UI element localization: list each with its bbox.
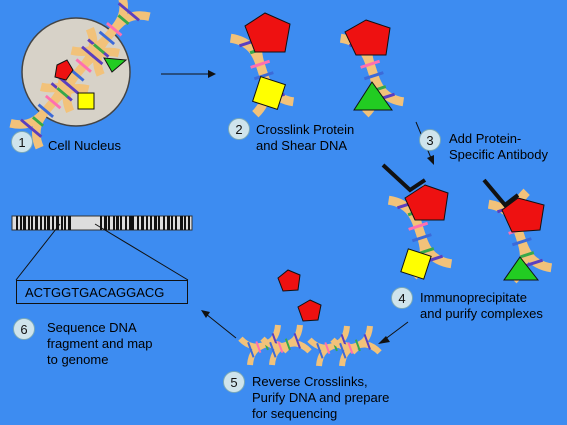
chromosome-band <box>141 216 144 230</box>
arrow-reverse-to-sequence <box>201 310 237 339</box>
chromosome-band <box>137 216 139 230</box>
chromosome-band <box>28 216 30 230</box>
chromosome-band <box>171 216 173 230</box>
step-5-number: 5 <box>223 371 245 393</box>
step-6-number: 6 <box>13 318 35 340</box>
chromosome-band <box>47 216 50 230</box>
chromosome-band <box>68 216 71 230</box>
immunoprecipitated-complex-yellow <box>381 163 451 279</box>
chromosome-band <box>184 216 186 230</box>
step-1-number: 1 <box>11 131 33 153</box>
chromosome-band <box>116 216 119 230</box>
chromosome-band <box>16 216 18 230</box>
chromosome-band <box>35 216 38 230</box>
chromosome-band <box>167 216 170 230</box>
step-3-number: 3 <box>419 129 441 151</box>
crosslinked-complex-green <box>341 19 404 114</box>
chromosome-band <box>61 216 63 230</box>
step-5-label: Reverse Crosslinks, Purify DNA and prepa… <box>252 374 390 421</box>
chromosome-band <box>31 216 33 230</box>
chromosome-band <box>23 216 26 230</box>
step-3-label: Add Protein- Specific Antibody <box>449 131 549 162</box>
purified-dna-fragments <box>240 325 379 366</box>
chromosome-barcode <box>11 215 193 231</box>
chromosome-band <box>52 216 54 230</box>
step-4-label: Immunoprecipitate and purify complexes <box>420 290 543 321</box>
step-6-label: Sequence DNA fragment and map to genome <box>47 320 153 367</box>
chromosome-band <box>40 216 42 230</box>
chromosome-band <box>64 216 66 230</box>
chromosome-band <box>132 216 134 230</box>
sequence-box: ACTGGTGACAGGACG <box>16 280 188 304</box>
chromosome-band <box>146 216 148 230</box>
chromosome-band <box>125 216 127 230</box>
chromosome-band <box>20 216 22 230</box>
chromosome-band <box>188 216 190 230</box>
chromosome-band <box>150 216 152 230</box>
released-proteins <box>277 269 322 322</box>
chromosome-band <box>56 216 59 230</box>
chromosome-band <box>104 216 107 230</box>
mapping-lines <box>15 223 189 281</box>
crosslinked-complex-yellow <box>231 12 294 114</box>
chromosome-band <box>120 216 122 230</box>
cell-nucleus <box>10 0 149 148</box>
chromosome-band <box>44 216 46 230</box>
chromosome-band <box>154 216 157 230</box>
chromosome-band <box>113 216 115 230</box>
step-4-number: 4 <box>391 287 413 309</box>
chromosome-band <box>129 216 132 230</box>
chromosome-band <box>180 216 183 230</box>
step-2-number: 2 <box>228 118 250 140</box>
chromosome-band <box>175 216 177 230</box>
arrow-nucleus-to-crosslink <box>161 70 216 78</box>
immunoprecipitated-complex-green <box>482 178 551 280</box>
chromosome-band <box>100 216 102 230</box>
step-1-label: Cell Nucleus <box>48 138 121 153</box>
step-2-label: Crosslink Protein and Shear DNA <box>256 122 355 153</box>
chromosome-band <box>108 216 110 230</box>
arrow-ip-to-reverse <box>378 321 409 344</box>
chromosome-band <box>158 216 160 230</box>
chromosome-band <box>163 216 165 230</box>
